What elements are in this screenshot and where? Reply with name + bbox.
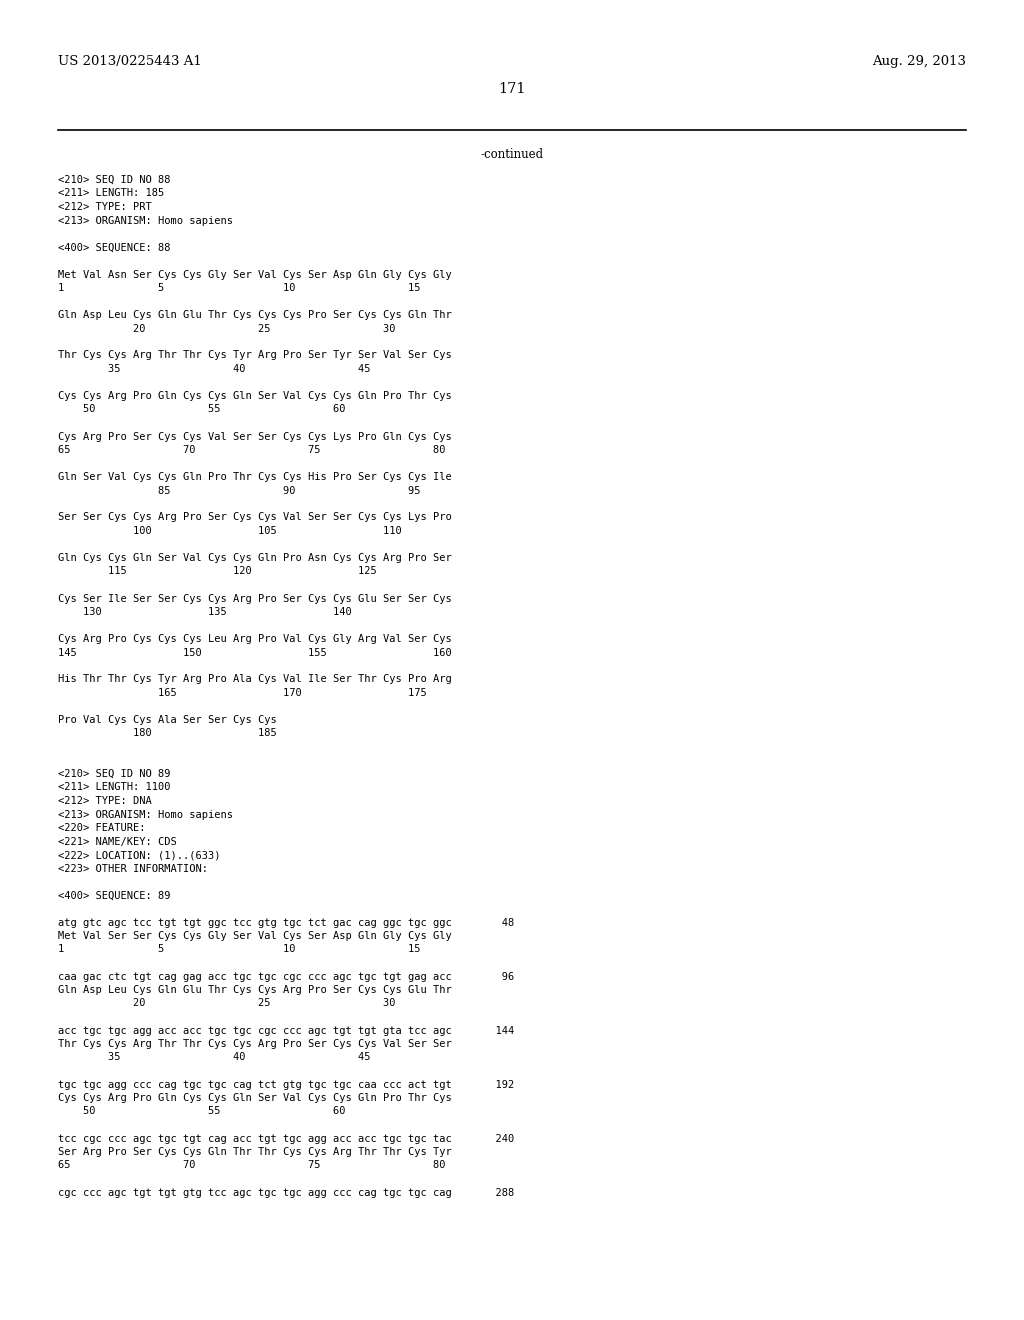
- Text: 65                  70                  75                  80: 65 70 75 80: [58, 445, 445, 455]
- Text: tgc tgc agg ccc cag tgc tgc cag tct gtg tgc tgc caa ccc act tgt       192: tgc tgc agg ccc cag tgc tgc cag tct gtg …: [58, 1080, 514, 1089]
- Text: Ser Ser Cys Cys Arg Pro Ser Cys Cys Val Ser Ser Cys Cys Lys Pro: Ser Ser Cys Cys Arg Pro Ser Cys Cys Val …: [58, 512, 452, 523]
- Text: 20                  25                  30: 20 25 30: [58, 998, 395, 1008]
- Text: Cys Arg Pro Ser Cys Cys Val Ser Ser Cys Cys Lys Pro Gln Cys Cys: Cys Arg Pro Ser Cys Cys Val Ser Ser Cys …: [58, 432, 452, 441]
- Text: Thr Cys Cys Arg Thr Thr Cys Tyr Arg Pro Ser Tyr Ser Val Ser Cys: Thr Cys Cys Arg Thr Thr Cys Tyr Arg Pro …: [58, 351, 452, 360]
- Text: His Thr Thr Cys Tyr Arg Pro Ala Cys Val Ile Ser Thr Cys Pro Arg: His Thr Thr Cys Tyr Arg Pro Ala Cys Val …: [58, 675, 452, 685]
- Text: 1               5                   10                  15: 1 5 10 15: [58, 282, 421, 293]
- Text: Met Val Ser Ser Cys Cys Gly Ser Val Cys Ser Asp Gln Gly Cys Gly: Met Val Ser Ser Cys Cys Gly Ser Val Cys …: [58, 931, 452, 941]
- Text: 35                  40                  45: 35 40 45: [58, 364, 371, 374]
- Text: <212> TYPE: PRT: <212> TYPE: PRT: [58, 202, 152, 213]
- Text: <212> TYPE: DNA: <212> TYPE: DNA: [58, 796, 152, 807]
- Text: <213> ORGANISM: Homo sapiens: <213> ORGANISM: Homo sapiens: [58, 215, 233, 226]
- Text: <210> SEQ ID NO 88: <210> SEQ ID NO 88: [58, 176, 171, 185]
- Text: 180                 185: 180 185: [58, 729, 276, 738]
- Text: Cys Ser Ile Ser Ser Cys Cys Arg Pro Ser Cys Cys Glu Ser Ser Cys: Cys Ser Ile Ser Ser Cys Cys Arg Pro Ser …: [58, 594, 452, 603]
- Text: Gln Cys Cys Gln Ser Val Cys Cys Gln Pro Asn Cys Cys Arg Pro Ser: Gln Cys Cys Gln Ser Val Cys Cys Gln Pro …: [58, 553, 452, 564]
- Text: 115                 120                 125: 115 120 125: [58, 566, 377, 577]
- Text: 100                 105                 110: 100 105 110: [58, 525, 401, 536]
- Text: 65                  70                  75                  80: 65 70 75 80: [58, 1160, 445, 1171]
- Text: 50                  55                  60: 50 55 60: [58, 404, 345, 414]
- Text: acc tgc tgc agg acc acc tgc tgc cgc ccc agc tgt tgt gta tcc agc       144: acc tgc tgc agg acc acc tgc tgc cgc ccc …: [58, 1026, 514, 1035]
- Text: 171: 171: [499, 82, 525, 96]
- Text: 165                 170                 175: 165 170 175: [58, 688, 427, 698]
- Text: 130                 135                 140: 130 135 140: [58, 607, 352, 616]
- Text: <221> NAME/KEY: CDS: <221> NAME/KEY: CDS: [58, 837, 177, 846]
- Text: Cys Cys Arg Pro Gln Cys Cys Gln Ser Val Cys Cys Gln Pro Thr Cys: Cys Cys Arg Pro Gln Cys Cys Gln Ser Val …: [58, 391, 452, 401]
- Text: 145                 150                 155                 160: 145 150 155 160: [58, 648, 452, 657]
- Text: <400> SEQUENCE: 88: <400> SEQUENCE: 88: [58, 243, 171, 252]
- Text: US 2013/0225443 A1: US 2013/0225443 A1: [58, 55, 202, 69]
- Text: Cys Arg Pro Cys Cys Cys Leu Arg Pro Val Cys Gly Arg Val Ser Cys: Cys Arg Pro Cys Cys Cys Leu Arg Pro Val …: [58, 634, 452, 644]
- Text: 1               5                   10                  15: 1 5 10 15: [58, 945, 421, 954]
- Text: Met Val Asn Ser Cys Cys Gly Ser Val Cys Ser Asp Gln Gly Cys Gly: Met Val Asn Ser Cys Cys Gly Ser Val Cys …: [58, 269, 452, 280]
- Text: <211> LENGTH: 1100: <211> LENGTH: 1100: [58, 783, 171, 792]
- Text: 20                  25                  30: 20 25 30: [58, 323, 395, 334]
- Text: 50                  55                  60: 50 55 60: [58, 1106, 345, 1117]
- Text: <210> SEQ ID NO 89: <210> SEQ ID NO 89: [58, 770, 171, 779]
- Text: caa gac ctc tgt cag gag acc tgc tgc cgc ccc agc tgc tgt gag acc        96: caa gac ctc tgt cag gag acc tgc tgc cgc …: [58, 972, 514, 982]
- Text: Cys Cys Arg Pro Gln Cys Cys Gln Ser Val Cys Cys Gln Pro Thr Cys: Cys Cys Arg Pro Gln Cys Cys Gln Ser Val …: [58, 1093, 452, 1104]
- Text: -continued: -continued: [480, 148, 544, 161]
- Text: 35                  40                  45: 35 40 45: [58, 1052, 371, 1063]
- Text: tcc cgc ccc agc tgc tgt cag acc tgt tgc agg acc acc tgc tgc tac       240: tcc cgc ccc agc tgc tgt cag acc tgt tgc …: [58, 1134, 514, 1143]
- Text: atg gtc agc tcc tgt tgt ggc tcc gtg tgc tct gac cag ggc tgc ggc        48: atg gtc agc tcc tgt tgt ggc tcc gtg tgc …: [58, 917, 514, 928]
- Text: <222> LOCATION: (1)..(633): <222> LOCATION: (1)..(633): [58, 850, 220, 861]
- Text: <211> LENGTH: 185: <211> LENGTH: 185: [58, 189, 164, 198]
- Text: 85                  90                  95: 85 90 95: [58, 486, 421, 495]
- Text: Thr Cys Cys Arg Thr Thr Cys Cys Arg Pro Ser Cys Cys Val Ser Ser: Thr Cys Cys Arg Thr Thr Cys Cys Arg Pro …: [58, 1039, 452, 1049]
- Text: Gln Asp Leu Cys Gln Glu Thr Cys Cys Arg Pro Ser Cys Cys Glu Thr: Gln Asp Leu Cys Gln Glu Thr Cys Cys Arg …: [58, 985, 452, 995]
- Text: <223> OTHER INFORMATION:: <223> OTHER INFORMATION:: [58, 863, 208, 874]
- Text: Gln Ser Val Cys Cys Gln Pro Thr Cys Cys His Pro Ser Cys Cys Ile: Gln Ser Val Cys Cys Gln Pro Thr Cys Cys …: [58, 473, 452, 482]
- Text: Gln Asp Leu Cys Gln Glu Thr Cys Cys Cys Pro Ser Cys Cys Gln Thr: Gln Asp Leu Cys Gln Glu Thr Cys Cys Cys …: [58, 310, 452, 319]
- Text: Pro Val Cys Cys Ala Ser Ser Cys Cys: Pro Val Cys Cys Ala Ser Ser Cys Cys: [58, 715, 276, 725]
- Text: cgc ccc agc tgt tgt gtg tcc agc tgc tgc agg ccc cag tgc tgc cag       288: cgc ccc agc tgt tgt gtg tcc agc tgc tgc …: [58, 1188, 514, 1197]
- Text: <220> FEATURE:: <220> FEATURE:: [58, 822, 145, 833]
- Text: Ser Arg Pro Ser Cys Cys Gln Thr Thr Cys Cys Arg Thr Thr Cys Tyr: Ser Arg Pro Ser Cys Cys Gln Thr Thr Cys …: [58, 1147, 452, 1158]
- Text: Aug. 29, 2013: Aug. 29, 2013: [872, 55, 966, 69]
- Text: <400> SEQUENCE: 89: <400> SEQUENCE: 89: [58, 891, 171, 900]
- Text: <213> ORGANISM: Homo sapiens: <213> ORGANISM: Homo sapiens: [58, 809, 233, 820]
